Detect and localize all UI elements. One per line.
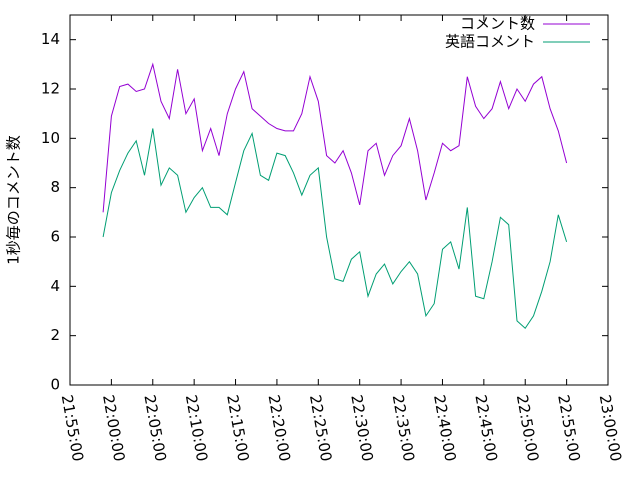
x-tick-label: 21:55:00 — [58, 393, 87, 462]
y-tick-label: 14 — [41, 30, 60, 48]
x-tick-label: 22:00:00 — [99, 393, 128, 462]
x-tick-label: 22:40:00 — [430, 393, 459, 462]
x-tick-label: 23:00:00 — [596, 393, 625, 462]
x-tick-label: 22:30:00 — [347, 393, 376, 462]
y-tick-label: 6 — [50, 228, 60, 246]
y-tick-label: 12 — [41, 80, 60, 98]
x-tick-label: 22:25:00 — [306, 393, 335, 462]
x-tick-label: 22:15:00 — [223, 393, 252, 462]
x-tick-label: 22:10:00 — [182, 393, 211, 462]
y-tick-label: 10 — [41, 129, 60, 147]
y-tick-label: 2 — [50, 326, 60, 344]
x-tick-label: 22:20:00 — [265, 393, 294, 462]
x-tick-label: 22:05:00 — [140, 393, 169, 462]
x-tick-label: 22:50:00 — [513, 393, 542, 462]
series-line — [102, 128, 568, 330]
plot-border — [69, 14, 609, 386]
y-tick-label: 0 — [50, 376, 60, 394]
legend-label: コメント数 — [460, 15, 535, 33]
y-tick-label: 4 — [50, 277, 60, 295]
y-tick-label: 8 — [50, 178, 60, 196]
x-tick-label: 22:45:00 — [471, 393, 500, 462]
x-tick-label: 22:55:00 — [554, 393, 583, 462]
series-line — [102, 62, 568, 213]
legend-label: 英語コメント — [445, 33, 535, 51]
x-tick-label: 22:35:00 — [389, 393, 418, 462]
y-axis-label: 1秒毎のコメント数 — [5, 135, 23, 265]
